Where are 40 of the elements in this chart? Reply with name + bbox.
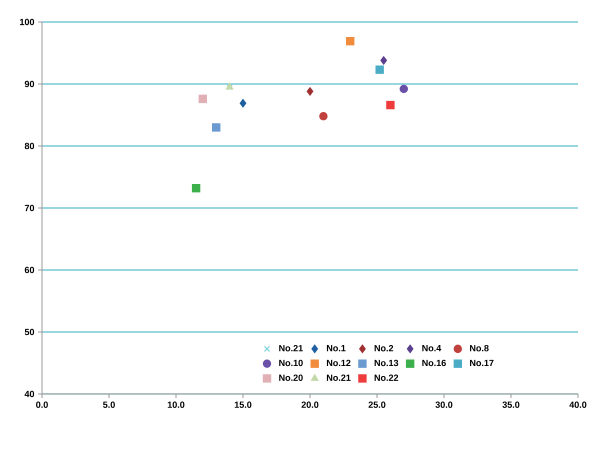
legend-label: No.13 xyxy=(374,360,398,366)
x-tick-label: 15.0 xyxy=(234,402,252,408)
x-tick-label: 40.0 xyxy=(569,402,586,408)
point xyxy=(319,112,328,120)
legend-label: No.21 xyxy=(326,374,351,381)
x-tick-label: 5.0 xyxy=(103,402,115,408)
y-tick-label: 100 xyxy=(20,18,34,26)
x-tick-label: 30.0 xyxy=(435,402,452,408)
point xyxy=(375,66,384,74)
y-tick-label: 60 xyxy=(24,266,34,274)
legend-label: No.20 xyxy=(279,374,303,381)
legend-label: No.17 xyxy=(470,360,494,366)
point xyxy=(192,184,200,192)
legend-label: No.21 xyxy=(279,344,303,352)
legend-label: No.8 xyxy=(470,344,489,352)
point xyxy=(346,37,354,46)
x-tick-label: 20.0 xyxy=(302,402,318,408)
point xyxy=(198,94,207,104)
y-tick-label: 90 xyxy=(24,80,34,88)
legend-label: No.1 xyxy=(326,345,346,352)
point xyxy=(400,84,408,94)
y-tick-label: 40 xyxy=(24,390,34,398)
x-tick-label: 10.0 xyxy=(168,402,184,408)
y-tick-label: 70 xyxy=(24,204,34,212)
point xyxy=(306,87,314,96)
legend-label: No.16 xyxy=(422,360,446,366)
legend-label: No.12 xyxy=(326,360,350,366)
point xyxy=(380,56,387,65)
y-tick-label: 50 xyxy=(24,328,34,336)
legend-label: No.2 xyxy=(374,344,394,352)
x-tick-label: 0.0 xyxy=(36,402,48,408)
x-tick-label: 25.0 xyxy=(368,402,386,408)
point xyxy=(240,99,246,108)
x-tick-label: 35.0 xyxy=(502,402,520,408)
legend-label: No.4 xyxy=(422,345,442,352)
y-tick-label: 80 xyxy=(24,142,34,150)
point xyxy=(386,100,395,110)
legend-label: No.22 xyxy=(374,374,398,381)
point xyxy=(212,123,220,132)
legend-label: No.10 xyxy=(279,360,303,366)
